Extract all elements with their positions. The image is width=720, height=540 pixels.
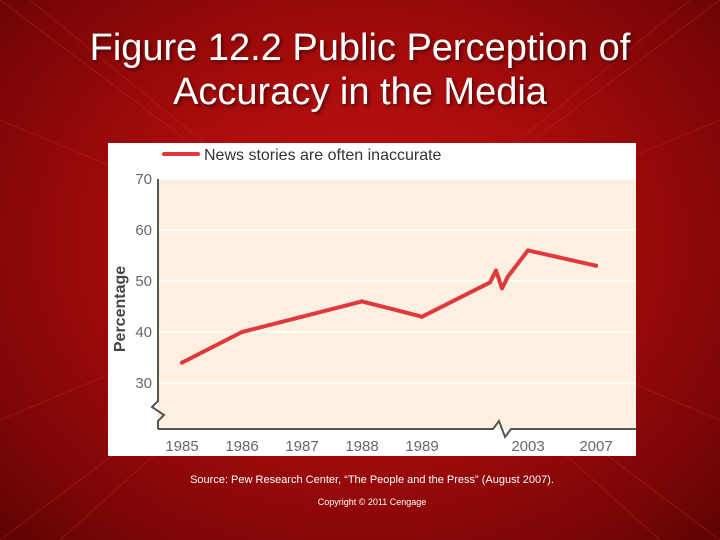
- x-axis-line: [158, 418, 636, 440]
- x-tick-label: 1985: [165, 438, 198, 455]
- y-axis-line: [150, 179, 166, 429]
- chart-panel: 70 60 50 40 30 1985 1986 1987 1988 1989 2003 2007 N…: [108, 143, 636, 456]
- data-point-2007: [594, 263, 598, 268]
- x-tick-label: 1988: [345, 438, 378, 455]
- x-tick-label: 1987: [285, 438, 318, 455]
- y-tick-label: 40: [135, 324, 152, 341]
- line-chart: 70 60 50 40 30 1985 1986 1987 1988 1989 2003 2007 N…: [112, 147, 636, 455]
- y-axis-label: Percentage: [112, 266, 129, 352]
- data-point-1987: [300, 314, 304, 319]
- y-tick-label: 30: [135, 375, 152, 392]
- series-break-marker: [420, 268, 510, 319]
- x-tick-label: 1986: [225, 438, 258, 455]
- data-point-2003: [526, 248, 530, 253]
- data-point-1989: [420, 314, 424, 319]
- legend-label: News stories are often inaccurate: [204, 147, 442, 164]
- plot-area: [158, 179, 636, 429]
- x-tick-label: 2003: [511, 438, 544, 455]
- slide-title-line-2: Accuracy in the Media: [173, 71, 547, 113]
- y-tick-label: 50: [135, 273, 152, 290]
- slide-title: Figure 12.2 Public Perception of Accurac…: [20, 26, 700, 114]
- data-point-1986: [240, 330, 244, 334]
- data-point-1988: [360, 299, 364, 304]
- slide-title-line-1: Figure 12.2 Public Perception of: [89, 27, 631, 69]
- y-tick-label: 60: [135, 222, 152, 239]
- x-tick-label: 2007: [579, 438, 612, 455]
- legend: News stories are often inaccurate: [162, 147, 442, 164]
- x-tick-label: 1989: [405, 438, 438, 455]
- copyright-note: Copyright © 2011 Cengage: [317, 497, 427, 507]
- y-tick-label: 70: [135, 171, 152, 188]
- source-note: Source: Pew Research Center, “The People…: [190, 474, 554, 486]
- data-point-1985: [180, 360, 184, 365]
